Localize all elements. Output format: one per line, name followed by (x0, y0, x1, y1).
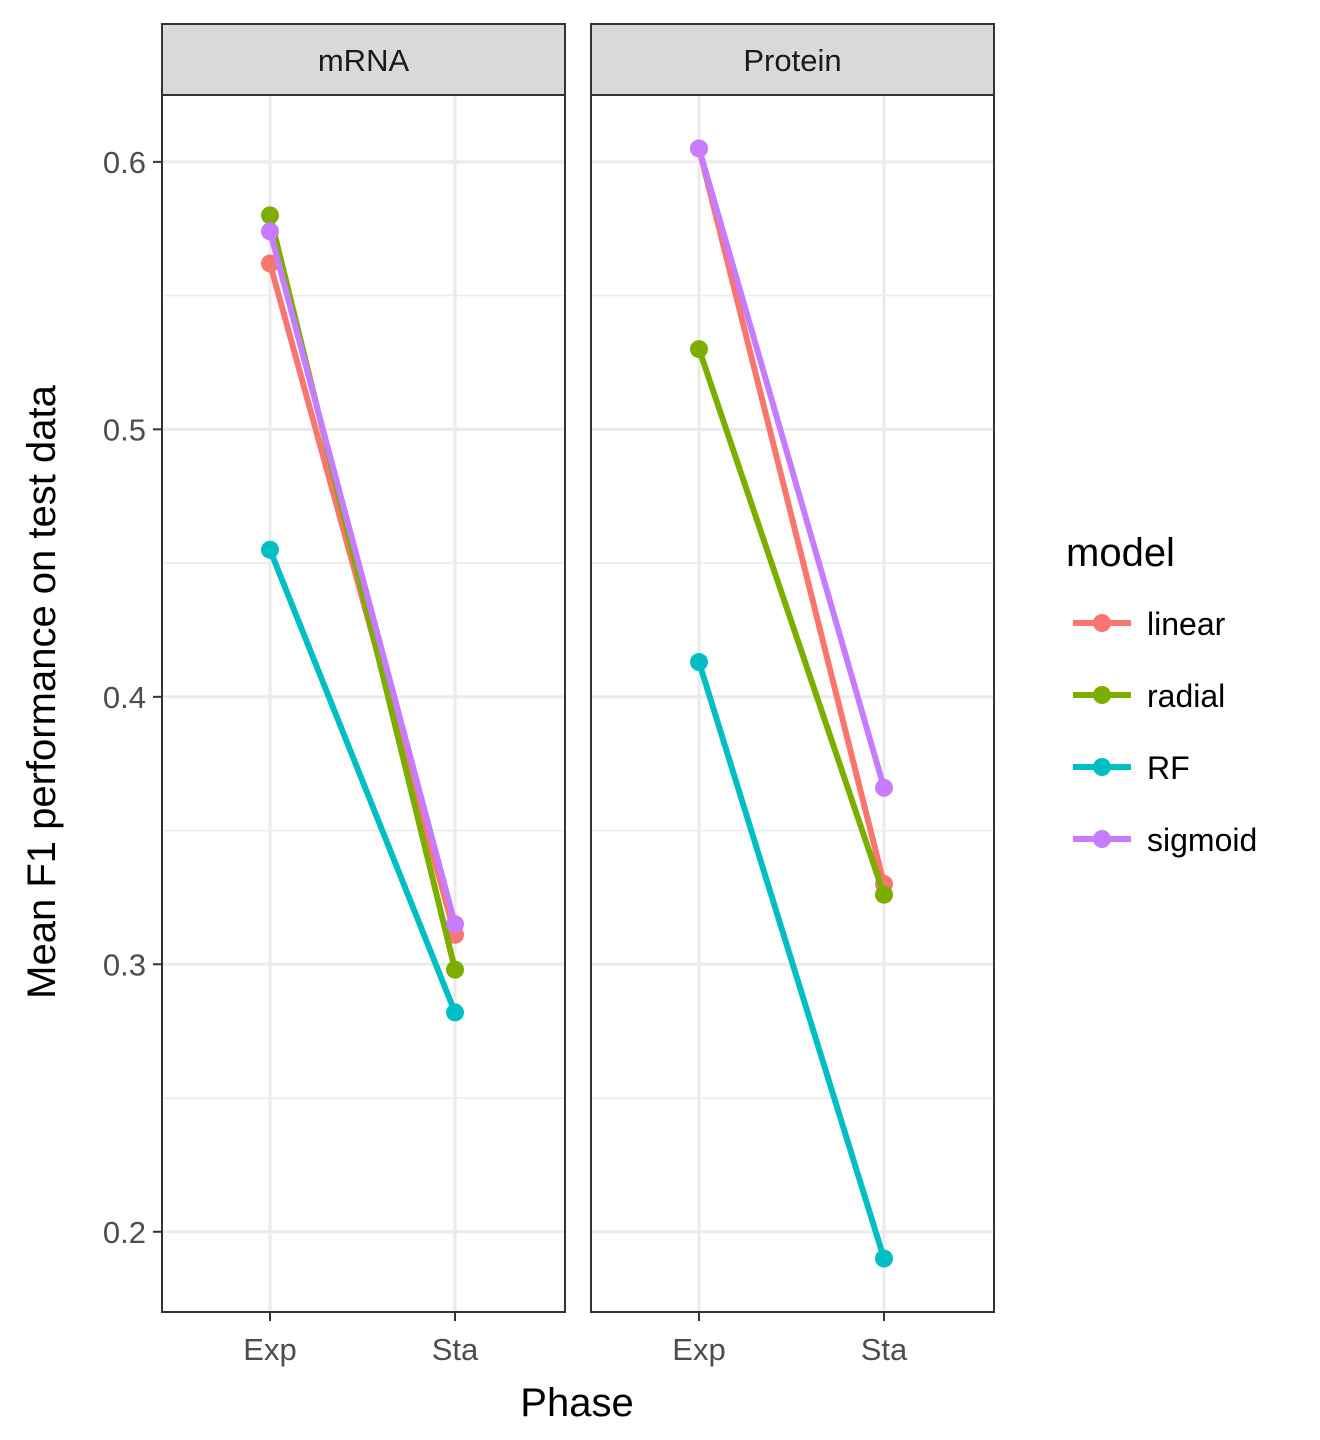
facet-strip-label: mRNA (318, 43, 410, 78)
data-point-rf-exp (690, 653, 708, 672)
panel-background (162, 95, 565, 1312)
data-point-rf-sta (446, 1003, 464, 1022)
facet-strip-label: Protein (743, 43, 841, 78)
legend-item-rf: RF (1073, 750, 1190, 786)
legend-item-linear: linear (1073, 606, 1226, 642)
facet-panels: mRNA Exp Sta Protein Exp Sta (161, 23, 995, 1367)
legend-items: linear radial RF sigmoid (1073, 606, 1257, 858)
data-point-sigmoid-exp (261, 222, 279, 241)
legend-label: sigmoid (1147, 822, 1257, 858)
series-line-rf (267, 548, 458, 1014)
x-tick-label: Sta (861, 1332, 908, 1367)
legend-label: radial (1147, 678, 1225, 714)
series-line-rf (696, 661, 887, 1260)
y-tick-label: 0.5 (103, 412, 146, 447)
series-line-radial (696, 348, 887, 896)
legend-key-point (1093, 686, 1111, 704)
facet-panel-protein: Protein Exp Sta (590, 23, 995, 1367)
facet-strip (590, 23, 995, 96)
x-tick-label: Exp (672, 1332, 725, 1367)
series-line-linear (696, 147, 887, 885)
x-tick-label: Sta (432, 1332, 479, 1367)
data-point-radial-sta (446, 960, 464, 979)
x-tick-label: Exp (243, 1332, 296, 1367)
y-tick-label: 0.3 (103, 947, 146, 982)
legend-key-point (1093, 614, 1111, 632)
legend-key-point (1093, 758, 1111, 776)
data-point-sigmoid-sta (875, 778, 893, 797)
series-line-sigmoid (696, 147, 887, 789)
legend: model linear radial RF sigmoid (1066, 531, 1257, 858)
facet-panel-mrna: mRNA Exp Sta (161, 23, 566, 1367)
x-axis-title: Phase (520, 1381, 633, 1425)
legend-key-point (1093, 830, 1111, 848)
facet-strip (161, 23, 566, 96)
data-point-rf-sta (875, 1249, 893, 1268)
series-line-sigmoid (267, 230, 458, 925)
legend-title: model (1066, 531, 1175, 575)
legend-label: linear (1147, 606, 1226, 642)
data-point-rf-exp (261, 540, 279, 559)
data-point-sigmoid-exp (690, 139, 708, 158)
y-tick-label: 0.2 (103, 1215, 146, 1250)
panel-border (161, 94, 566, 1313)
y-axis: 0.2 0.3 0.4 0.5 0.6 (103, 145, 162, 1250)
data-point-radial-exp (261, 206, 279, 225)
data-point-radial-sta (875, 885, 893, 904)
legend-item-sigmoid: sigmoid (1073, 822, 1257, 858)
legend-item-radial: radial (1073, 678, 1225, 714)
y-tick-label: 0.4 (103, 680, 146, 715)
panel-background (591, 95, 994, 1312)
y-axis-title: Mean F1 performance on test data (20, 384, 64, 998)
legend-label: RF (1147, 750, 1190, 786)
data-point-sigmoid-sta (446, 915, 464, 934)
y-tick-label: 0.6 (103, 145, 146, 180)
data-point-radial-exp (690, 340, 708, 359)
panel-border (590, 94, 995, 1313)
